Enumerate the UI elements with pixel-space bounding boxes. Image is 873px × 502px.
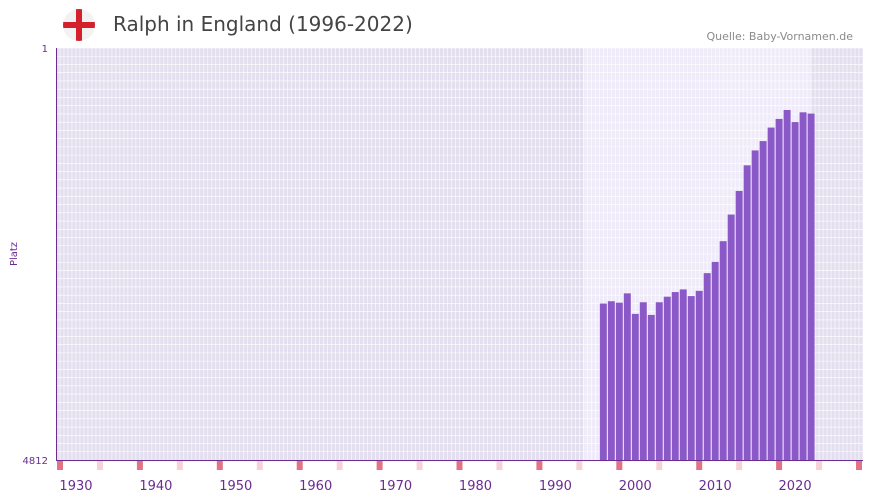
bar-2018 [775, 118, 783, 460]
x-tick-label-2010: 2010 [699, 479, 732, 494]
marker-mid-1943 [176, 461, 183, 470]
source-credit: Quelle: Baby-Vornamen.de [706, 30, 853, 43]
bar-2002 [647, 314, 655, 460]
bar-series [599, 110, 815, 461]
x-tick-label-2020: 2020 [779, 479, 812, 494]
bar-2021 [799, 112, 807, 460]
bar-2013 [735, 190, 743, 460]
bar-2005 [671, 292, 679, 460]
marker-decade-1978 [456, 461, 463, 470]
marker-decade-1968 [376, 461, 383, 470]
bar-2022 [807, 113, 815, 460]
bar-2012 [727, 214, 735, 460]
x-tick-label-1960: 1960 [299, 479, 332, 494]
x-tick-label-2000: 2000 [619, 479, 652, 494]
marker-mid-1933 [96, 461, 103, 470]
bar-2014 [743, 165, 751, 460]
bar-2006 [679, 289, 687, 460]
marker-decade-1958 [296, 461, 303, 470]
bar-1998 [615, 302, 623, 460]
bar-1997 [607, 301, 615, 460]
marker-decade-1998 [616, 461, 623, 470]
x-tick-label-1930: 1930 [59, 479, 92, 494]
x-tick-label-1970: 1970 [379, 479, 412, 494]
bar-2011 [719, 241, 727, 460]
marker-decade-2018 [776, 461, 783, 470]
year-markers [57, 461, 862, 470]
marker-decade-1948 [216, 461, 223, 470]
bar-2020 [791, 122, 799, 460]
marker-mid-1973 [416, 461, 423, 470]
y-axis-label: Platz [9, 242, 20, 266]
bar-2017 [767, 127, 775, 460]
bar-1996 [599, 303, 607, 460]
marker-decade-2008 [696, 461, 703, 470]
bar-2000 [631, 313, 639, 460]
bar-2019 [783, 110, 791, 460]
bar-2003 [655, 302, 663, 460]
y-tick-top: 1 [42, 44, 48, 55]
marker-decade-2028 [856, 461, 862, 470]
bar-2009 [703, 273, 711, 460]
bar-2015 [751, 150, 759, 461]
x-tick-label-1940: 1940 [139, 479, 172, 494]
marker-decade-1928 [57, 461, 63, 470]
marker-mid-1983 [496, 461, 503, 470]
x-tick-label-1990: 1990 [539, 479, 572, 494]
marker-decade-1988 [536, 461, 543, 470]
bar-2001 [639, 302, 647, 460]
bar-2010 [711, 261, 719, 460]
bar-1999 [623, 293, 631, 460]
marker-mid-1953 [256, 461, 263, 470]
marker-mid-2003 [656, 461, 663, 470]
marker-mid-2023 [816, 461, 823, 470]
x-tick-label-1980: 1980 [459, 479, 492, 494]
bar-2004 [663, 296, 671, 460]
bar-2007 [687, 296, 695, 460]
marker-mid-1993 [576, 461, 583, 470]
chart-title: Ralph in England (1996-2022) [113, 12, 413, 36]
england-flag-icon [63, 9, 95, 41]
bar-2008 [695, 290, 703, 460]
bar-2016 [759, 141, 767, 460]
x-tick-label-1950: 1950 [219, 479, 252, 494]
marker-mid-1963 [336, 461, 343, 470]
x-axis-ticks: 1930 1940 1950 1960 1970 1980 1990 2000 2010 2020 [59, 479, 811, 494]
marker-decade-1938 [136, 461, 143, 470]
y-tick-bottom: 4812 [23, 456, 48, 467]
marker-mid-2013 [736, 461, 743, 470]
